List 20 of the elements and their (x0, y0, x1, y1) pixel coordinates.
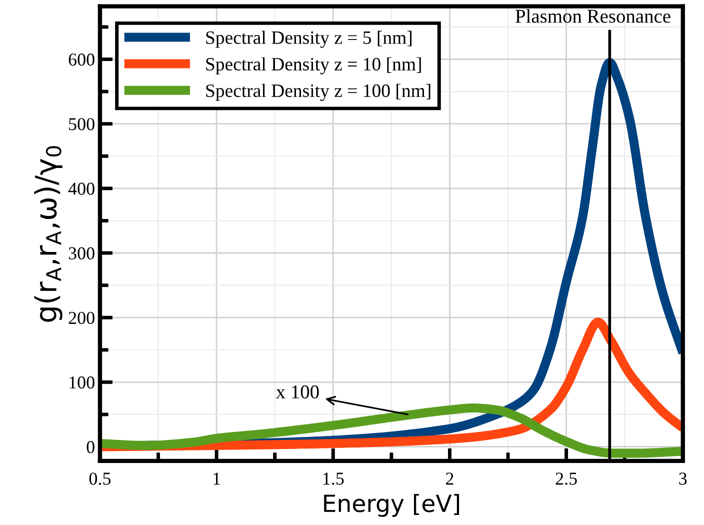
x-axis-title: Energy [eV] (324, 494, 460, 517)
legend-label: Spectral Density z = 10 [nm] (206, 57, 421, 74)
y-tick-label: 100 (70, 376, 94, 389)
y-tick-label: 0 (86, 441, 94, 454)
x-tick-label: 0.5 (89, 472, 111, 485)
y-tick-label: 400 (68, 182, 94, 195)
x-tick-label: 2 (446, 472, 454, 485)
legend-label: Spectral Density z = 5 [nm] (206, 30, 412, 48)
x-tick-label: 1.5 (323, 472, 344, 485)
legend-label: Spectral Density z = 100 [nm] (206, 84, 430, 101)
y-axis-title: g(r$_{A}$,r$_{A}$,ω)/γ$_{0}$ (34, 146, 62, 322)
x-tick-label: 1 (214, 472, 220, 485)
y-tick-label: 600 (68, 54, 94, 66)
y-tick-label: 200 (68, 312, 94, 324)
x-tick-label: 2.5 (556, 472, 577, 485)
ref-line-label: Plasmon Resonance (516, 9, 670, 23)
x-tick-label: 3 (679, 472, 687, 485)
y-tick-label: 300 (68, 247, 94, 260)
annotation: x 100 (276, 385, 319, 398)
y-tick-label: 500 (69, 118, 94, 130)
